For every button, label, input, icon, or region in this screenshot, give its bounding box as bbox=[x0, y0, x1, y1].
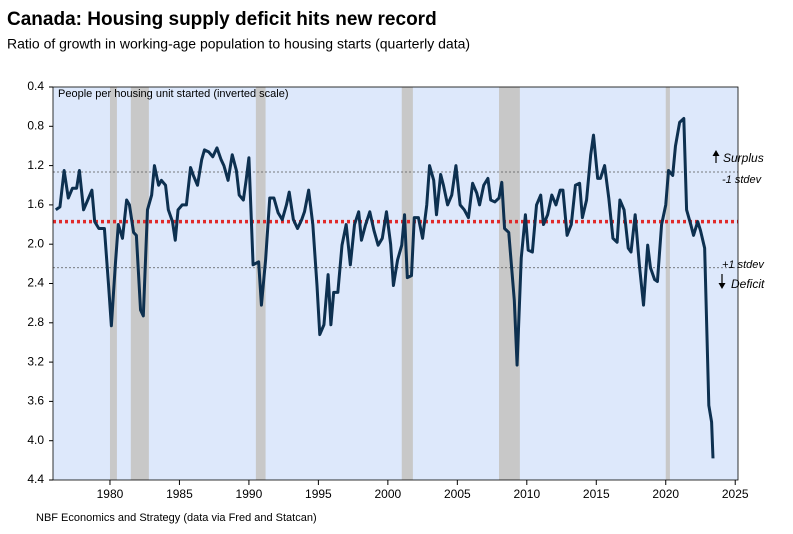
source: NBF Economics and Strategy (data via Fre… bbox=[36, 512, 317, 524]
y-tick-label: 4.4 bbox=[27, 472, 44, 486]
chart-title: Canada: Housing supply deficit hits new … bbox=[7, 9, 437, 30]
x-tick-label: 2020 bbox=[652, 487, 679, 501]
y-tick-label: 1.6 bbox=[27, 197, 44, 211]
x-tick-label: 1990 bbox=[236, 487, 263, 501]
x-tick-label: 1980 bbox=[97, 487, 124, 501]
y-tick-label: 2.4 bbox=[27, 276, 44, 290]
y-tick-label: 3.2 bbox=[27, 354, 44, 368]
x-tick-label: 1995 bbox=[305, 487, 332, 501]
y-tick-label: 3.6 bbox=[27, 394, 44, 408]
x-tick-label: 2010 bbox=[513, 487, 540, 501]
x-tick-label: 2005 bbox=[444, 487, 471, 501]
y-tick-label: 4.0 bbox=[27, 433, 44, 447]
recession-band bbox=[401, 87, 413, 480]
x-tick-label: 2000 bbox=[375, 487, 402, 501]
plot-area: 0.4 0.8 1.2 1.6 2.0 2.4 2.8 3.2 3.6 4.0 4.4 1980 198… bbox=[27, 79, 749, 501]
x-tick-label: 1985 bbox=[166, 487, 193, 501]
data-line bbox=[54, 116, 715, 459]
surplus-label: Surplus bbox=[723, 151, 764, 165]
y-tick-label: 0.8 bbox=[27, 118, 44, 132]
y-tick-label: 0.4 bbox=[27, 79, 44, 93]
axis-note: People per housing unit started (inverte… bbox=[58, 88, 289, 100]
deficit-label: Deficit bbox=[731, 277, 765, 291]
recession-band bbox=[665, 87, 670, 480]
surplus-arrowhead bbox=[712, 150, 720, 156]
y-tick-label: 2.8 bbox=[27, 315, 44, 329]
minus-stdev-label: -1 stdev bbox=[722, 174, 763, 186]
plot-border bbox=[52, 86, 739, 481]
y-tick-label: 2.0 bbox=[27, 236, 44, 250]
x-tick-label: 2025 bbox=[722, 487, 749, 501]
chart-subtitle: Ratio of growth in working-age populatio… bbox=[7, 36, 470, 52]
deficit-arrowhead bbox=[718, 283, 726, 289]
x-tick-label: 2015 bbox=[583, 487, 610, 501]
recession-band bbox=[499, 87, 520, 480]
y-tick-label: 1.2 bbox=[27, 158, 44, 172]
plot-background bbox=[53, 87, 738, 480]
plus-stdev-label: +1 stdev bbox=[722, 259, 765, 271]
